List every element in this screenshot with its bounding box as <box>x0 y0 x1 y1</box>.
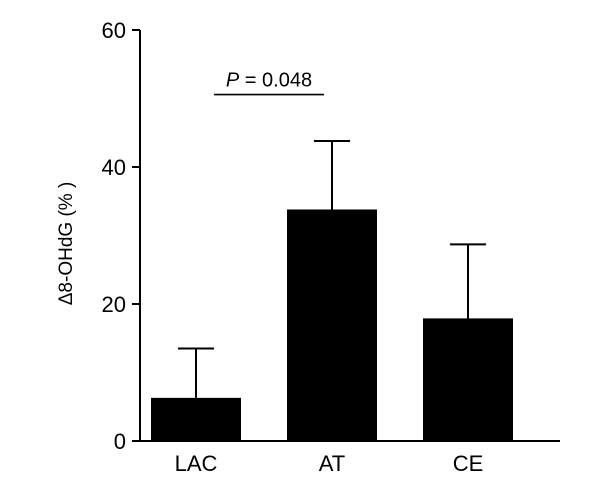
bar-at <box>287 209 377 441</box>
annotations: P = 0.048 <box>214 70 324 96</box>
error-bars <box>178 139 486 398</box>
labels: 0 20 40 60 Δ8-OHdG (% ) LAC AT CE <box>56 18 483 476</box>
bar-ce <box>423 318 513 441</box>
significance-label: P = 0.048 <box>226 70 312 92</box>
y-tick-label: 0 <box>114 429 126 454</box>
y-axis-label: Δ8-OHdG (% ) <box>56 182 77 306</box>
y-tick-label: 20 <box>102 292 126 317</box>
y-tick-label: 60 <box>102 18 126 43</box>
y-tick-label: 40 <box>102 155 126 180</box>
x-tick-label: LAC <box>175 451 218 476</box>
bar-lac <box>151 397 241 441</box>
bars <box>151 209 513 441</box>
x-tick-label: AT <box>319 451 345 476</box>
x-tick-label: CE <box>453 451 484 476</box>
